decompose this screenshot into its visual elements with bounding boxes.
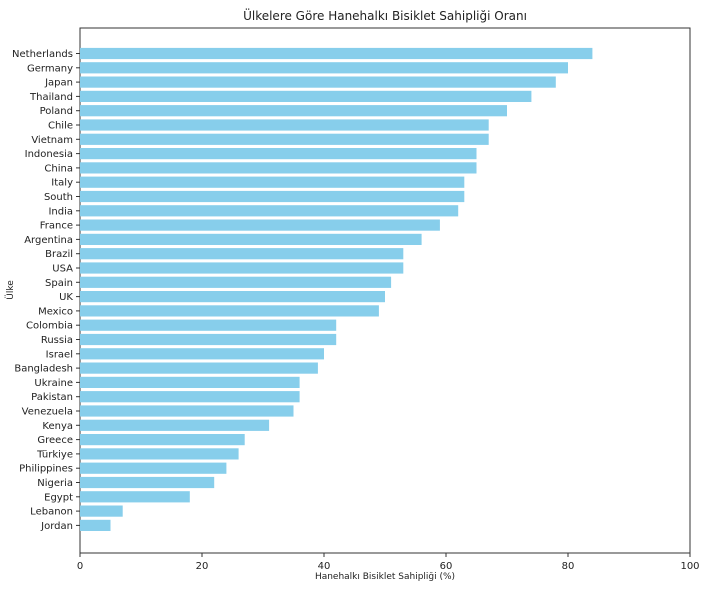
bar-chile [80,119,489,131]
category-label: Türkiye [36,449,73,460]
bar-bangladesh [80,362,318,374]
bar-russia [80,333,337,346]
bar-jordan [80,519,111,531]
category-label: Colombia [26,321,73,332]
category-label: Chile [48,121,73,132]
category-label: South [44,192,73,203]
category-label: Brazil [45,249,73,260]
bar-usa [80,262,404,274]
bar-poland [80,105,507,117]
category-label: Bangladesh [14,364,73,375]
category-label: Nigeria [37,478,73,489]
plot-frame [79,27,691,554]
bar-japan [80,76,556,88]
bar-brazil [80,248,404,260]
bar-france [80,219,440,231]
bar-china [80,162,477,174]
category-label: UK [59,292,73,303]
category-label: Netherlands [12,49,73,60]
bar-italy [80,176,465,188]
bar-ukraine [80,376,300,388]
chart-title: Ülkelere Göre Hanehalkı Bisiklet Sahipli… [243,7,527,23]
category-label: Ukraine [34,378,73,389]
bar-argentina [80,233,422,245]
bar-lebanon [80,505,123,517]
bar-south [80,190,465,203]
category-label: Japan [44,78,73,89]
category-label: Kenya [42,421,73,432]
category-label: Greece [37,435,73,446]
x-tick-label: 60 [440,561,453,572]
category-label: Jordan [40,521,73,532]
bar-vietnam [80,133,489,145]
bar-uk [80,291,385,303]
bar-t-rkiye [80,448,239,460]
bar-kenya [80,419,270,431]
x-axis-title: Hanehalkı Bisiklet Sahipliği (%) [315,572,455,582]
category-label: Argentina [24,235,73,246]
category-label: Venezuela [22,407,73,418]
category-label: Philippines [19,464,73,475]
bar-nigeria [80,476,215,489]
bar-philippines [80,462,227,474]
category-labels: Netherlands Germany Japan Thailand Poland Chi… [12,49,80,532]
bar-venezuela [80,405,294,417]
y-axis-title: Ülke [5,280,16,300]
x-tick-label: 80 [562,561,575,572]
category-label: Thailand [29,92,73,103]
bar-egypt [80,491,190,503]
x-tick-label: 20 [196,561,209,572]
bar-colombia [80,319,337,331]
bar-mexico [80,305,379,317]
category-label: USA [52,264,73,275]
bar-india [80,205,459,217]
x-tick-label: 40 [318,561,331,572]
category-label: India [48,206,73,217]
bar-israel [80,348,324,360]
x-axis-ticks: 0 20 40 60 80 100 [77,553,700,572]
x-tick-label: 0 [77,561,83,572]
bar-germany [80,62,568,74]
category-label: Italy [51,178,73,189]
category-label: Poland [40,106,73,117]
category-label: Indonesia [25,149,73,160]
category-label: Vietnam [31,135,73,146]
bar-indonesia [80,148,477,160]
category-label: Egypt [44,492,73,503]
bars-group [80,47,593,531]
category-label: Mexico [38,306,73,317]
category-label: Pakistan [31,392,73,403]
bar-pakistan [80,391,300,403]
category-label: Lebanon [30,507,73,518]
bar-thailand [80,90,532,102]
category-label: China [44,163,73,174]
category-label: Israel [46,349,73,360]
category-label: Spain [45,278,73,289]
bar-greece [80,434,245,446]
category-label: France [40,221,73,232]
bar-netherlands [80,47,593,60]
x-tick-label: 100 [680,561,699,572]
category-label: Russia [41,335,73,346]
bar-spain [80,276,392,288]
category-label: Germany [27,63,73,74]
